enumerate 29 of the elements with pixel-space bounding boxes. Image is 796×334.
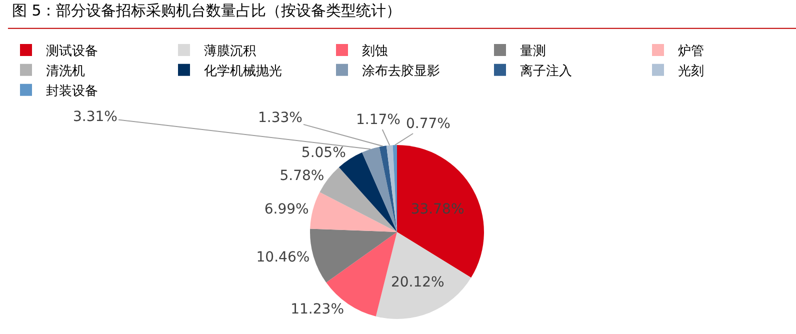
legend-label: 光刻 [678,64,704,79]
legend-label: 化学机械抛光 [204,64,282,79]
data-label: 5.05% [301,145,346,162]
data-label: 33.78% [410,201,464,218]
legend-label: 清洗机 [46,64,85,79]
data-label: 3.31% [73,109,118,125]
data-label: 6.99% [264,201,309,218]
legend-label: 封装设备 [46,84,98,99]
pie-slice [379,146,397,232]
data-label: 20.12% [390,274,444,291]
legend-label: 离子注入 [520,62,572,79]
data-label: 0.77% [406,116,450,132]
legend-label: 薄膜沉积 [204,44,256,60]
data-label: 11.23% [290,301,344,318]
data-label: 1.17% [356,112,400,128]
pie-slice [397,145,484,278]
data-label: 5.78% [280,168,324,184]
data-label: 1.33% [258,110,302,126]
legend-label: 炉管 [678,44,704,60]
chart-title: 图 5：部分设备招标采购机台数量占比（按设备类型统计） [12,2,402,20]
pie-slice [386,145,397,232]
pie-slice [376,232,472,319]
data-label: 10.46% [256,250,310,266]
legend-label: 量测 [520,44,546,60]
legend-label: 测试设备 [46,44,98,60]
legend-label: 涂布去胶显影 [362,64,440,79]
pie-slice [310,192,397,232]
legend-label: 刻蚀 [362,44,388,60]
pie-slice [362,146,397,232]
